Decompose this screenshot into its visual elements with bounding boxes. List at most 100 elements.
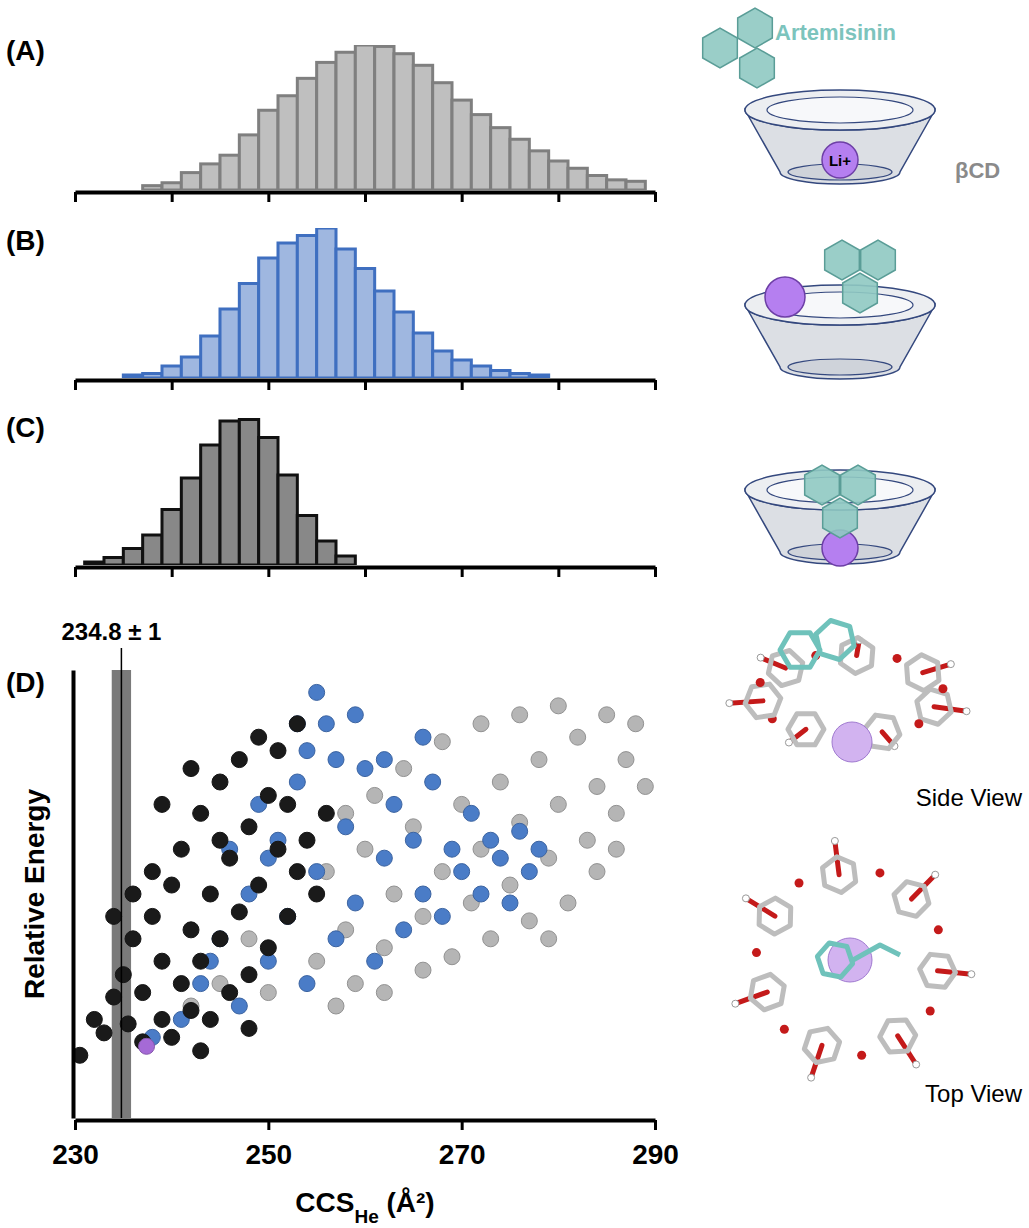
point [570, 729, 586, 745]
point [154, 953, 170, 969]
lithium-ion [822, 142, 858, 178]
point [473, 716, 489, 732]
x-axis-title: CCSHe (Å²) [295, 1187, 434, 1227]
bar [85, 562, 104, 565]
y-axis-title: Relative Energy [19, 789, 50, 1000]
point [637, 778, 653, 794]
point [164, 1029, 180, 1045]
point [193, 976, 209, 992]
annotation: Li+ [829, 152, 851, 169]
bar [510, 139, 529, 190]
tick [558, 567, 559, 577]
bar [452, 100, 471, 190]
series [144, 684, 547, 1045]
structures [726, 620, 975, 1081]
tick-mark [654, 567, 657, 577]
panel-label: (D) [6, 667, 45, 698]
point [444, 841, 460, 857]
tick [172, 567, 173, 577]
x-axis [76, 380, 656, 390]
point [120, 1016, 136, 1032]
bar [413, 65, 432, 190]
point [405, 832, 421, 848]
point [492, 850, 508, 866]
point [309, 864, 325, 880]
point [183, 1002, 199, 1018]
tick-mark [267, 192, 270, 202]
point [106, 908, 122, 924]
oxygen [857, 1051, 866, 1060]
tick-mark [364, 380, 367, 390]
point [425, 774, 441, 790]
point [512, 823, 528, 839]
point [473, 886, 489, 902]
bar [104, 558, 123, 566]
bar [162, 183, 181, 190]
reference-line [121, 648, 123, 1118]
x-axis: 230250270290 [52, 1120, 679, 1170]
axis-line [72, 671, 76, 1119]
tick [558, 192, 559, 202]
panel-label: (B) [6, 225, 45, 256]
tick-mark [171, 380, 174, 390]
tick: 250 [245, 1120, 292, 1170]
point [367, 953, 383, 969]
bar [607, 180, 626, 190]
tick-mark [74, 380, 77, 390]
bar [529, 151, 548, 190]
point [270, 743, 286, 759]
artemisinin-ring [738, 8, 773, 48]
bar [491, 128, 510, 190]
point [579, 832, 595, 848]
hydrogen [808, 1074, 815, 1081]
point [270, 841, 286, 857]
tick-mark [557, 380, 560, 390]
point [512, 707, 528, 723]
tick-mark [267, 567, 270, 577]
tick [268, 567, 269, 577]
hydrogen [963, 708, 970, 715]
point [599, 707, 615, 723]
tick-mark [364, 567, 367, 577]
structure-label: Side View [916, 784, 1023, 811]
tick-mark [461, 380, 464, 390]
point [347, 976, 363, 992]
point [521, 913, 537, 929]
lithium-sphere [832, 722, 872, 762]
artemisinin-sticks [817, 943, 900, 977]
bar [220, 421, 239, 565]
hydrogen [742, 895, 749, 902]
bar [162, 510, 181, 566]
tick-mark [557, 192, 560, 202]
tick [75, 192, 76, 202]
artemisinin-ring [703, 28, 738, 68]
point [415, 962, 431, 978]
point [231, 904, 247, 920]
bar [510, 374, 529, 379]
panel-label: (A) [6, 35, 45, 66]
bar [181, 357, 200, 378]
hydrogen [947, 661, 954, 668]
point [318, 805, 334, 821]
bar [239, 135, 258, 190]
oxygen [752, 948, 761, 957]
hydrogen [831, 837, 838, 844]
tick [365, 192, 366, 202]
tick-mark [74, 192, 77, 202]
bar [336, 556, 355, 565]
bar [123, 549, 142, 566]
series [139, 1038, 155, 1054]
point [434, 734, 450, 750]
tick [655, 192, 656, 202]
artemisinin-ring [740, 48, 775, 88]
point [367, 787, 383, 803]
oxygen [926, 1007, 935, 1016]
cartoon [745, 465, 935, 566]
point [144, 908, 160, 924]
tick [462, 567, 463, 577]
point [454, 864, 470, 880]
point [289, 864, 305, 880]
point [202, 1011, 218, 1027]
tick-mark [267, 1120, 270, 1130]
point [309, 886, 325, 902]
